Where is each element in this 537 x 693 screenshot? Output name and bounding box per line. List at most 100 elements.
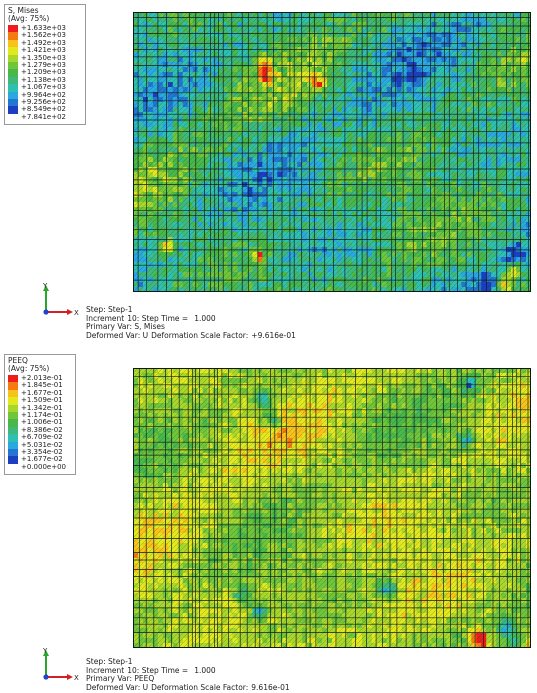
legend-swatch <box>8 98 18 107</box>
legend-level: +2.013e-01 <box>8 374 72 383</box>
legend-level: +9.256e+02 <box>8 97 82 107</box>
legend-title: PEEQ <box>8 356 28 365</box>
x-axis-label: X <box>74 674 79 682</box>
legend-level: +1.209e+03 <box>8 68 82 77</box>
legend-value: +1.067e+03 <box>21 83 66 92</box>
legend-swatch <box>8 61 18 70</box>
legend-level: +1.509e-01 <box>8 396 72 405</box>
step-line: Step: Step-1 <box>86 657 133 666</box>
legend-level: +1.342e-01 <box>8 403 72 412</box>
legend-averaging: (Avg: 75%) <box>8 364 50 373</box>
legend-level: +3.354e-02 <box>8 447 72 457</box>
deformed-var-line: Deformed Var: U Deformation Scale Factor:… <box>86 682 290 692</box>
legend-title: S, Mises <box>8 6 39 15</box>
legend-swatch <box>8 456 18 464</box>
primary-var-line: Primary Var: S, Mises <box>86 322 165 331</box>
legend-swatch <box>8 39 18 48</box>
legend-swatch <box>8 32 18 40</box>
peeq-contour-plot[interactable] <box>133 368 531 648</box>
legend-level: +9.964e+02 <box>8 90 82 99</box>
legend-swatch <box>8 448 18 457</box>
legend-level: +8.549e+02 <box>8 105 82 114</box>
legend-level: +1.174e-01 <box>8 410 72 420</box>
legend-swatch <box>8 464 18 471</box>
legend-swatch <box>8 47 18 55</box>
legend-level: +1.633e+03 <box>8 24 82 33</box>
legend-value: +6.709e-02 <box>21 433 63 442</box>
legend-levels: +2.013e-01 +1.845e-01 +1.677e-01 +1.509e-01… <box>8 374 72 471</box>
legend-level: +1.350e+03 <box>8 53 82 62</box>
legend-value: +1.138e+03 <box>21 75 66 84</box>
legend-swatch <box>8 54 18 62</box>
increment-line: Increment 10: Step Time = 1.000 <box>86 665 216 675</box>
legend-value: +1.677e-01 <box>21 388 63 397</box>
legend-level: +1.421e+03 <box>8 46 82 55</box>
legend-value: +1.492e+03 <box>21 38 66 47</box>
legend-value: +1.509e-01 <box>21 396 63 405</box>
legend-value: +8.386e-02 <box>21 425 63 434</box>
axis-triad: Y X <box>42 647 79 682</box>
legend-level: +1.677e-02 <box>8 455 72 464</box>
legend-swatch <box>8 411 18 420</box>
mises-contour-plot[interactable] <box>133 12 531 292</box>
z-axis-icon <box>43 309 49 315</box>
y-axis-label: Y <box>42 282 48 290</box>
z-axis-icon <box>43 674 49 680</box>
legend-level: +1.845e-01 <box>8 381 72 390</box>
legend-value: +7.841e+02 <box>21 112 66 121</box>
legend-value: +9.964e+02 <box>21 90 66 99</box>
legend-swatch <box>8 397 18 405</box>
legend-value: +0.000e+00 <box>21 462 66 471</box>
step-info: Step: Step-1 Increment 10: Step Time = 1.0… <box>86 305 296 340</box>
primary-var-line: Primary Var: PEEQ <box>86 674 155 683</box>
legend-level: +7.841e+02 <box>8 112 82 121</box>
legend-swatch <box>8 382 18 390</box>
deformed-var-line: Deformed Var: U Deformation Scale Factor:… <box>86 330 296 340</box>
legend-level: +0.000e+00 <box>8 462 72 471</box>
legend-swatch <box>8 419 18 427</box>
legend-level: +1.562e+03 <box>8 31 82 40</box>
legend-swatch <box>8 426 18 435</box>
legend-level: +1.677e-01 <box>8 388 72 398</box>
legend-level: +1.067e+03 <box>8 83 82 92</box>
legend-value: +1.845e-01 <box>21 381 63 390</box>
legend-swatch <box>8 114 18 121</box>
legend-swatch <box>8 76 18 85</box>
legend-value: +9.256e+02 <box>21 97 66 106</box>
legend-level: +1.006e-01 <box>8 418 72 427</box>
legend-averaging: (Avg: 75%) <box>8 14 50 23</box>
legend-swatch <box>8 375 18 383</box>
legend-level: +5.031e-02 <box>8 440 72 449</box>
legend-swatch <box>8 25 18 33</box>
y-axis-label: Y <box>42 647 48 655</box>
legend-value: +2.013e-01 <box>21 374 63 382</box>
legend-value: +1.350e+03 <box>21 53 66 62</box>
legend-swatch <box>8 84 18 92</box>
legend-level: +1.138e+03 <box>8 75 82 85</box>
mises-legend: S, Mises (Avg: 75%) +1.633e+03 +1.562e+03… <box>4 4 86 126</box>
legend-value: +1.677e-02 <box>21 455 63 464</box>
legend-value: +8.549e+02 <box>21 105 66 114</box>
legend-swatch <box>8 389 18 398</box>
legend-level: +1.279e+03 <box>8 60 82 70</box>
legend-value: +1.174e-01 <box>21 410 63 419</box>
legend-swatch <box>8 69 18 77</box>
x-axis-label: X <box>74 309 79 317</box>
legend-value: +1.633e+03 <box>21 24 66 32</box>
legend-value: +1.562e+03 <box>21 31 66 40</box>
step-line: Step: Step-1 <box>86 305 133 314</box>
legend-value: +1.279e+03 <box>21 60 66 69</box>
axis-triad: Y X <box>42 282 79 317</box>
legend-level: +1.492e+03 <box>8 38 82 48</box>
legend-swatch <box>8 106 18 114</box>
legend-value: +5.031e-02 <box>21 440 63 449</box>
peeq-viewport[interactable]: PEEQ (Avg: 75%) +2.013e-01 +1.845e-01 +1.6… <box>0 350 537 693</box>
legend-value: +1.209e+03 <box>21 68 66 77</box>
legend-levels: +1.633e+03 +1.562e+03 +1.492e+03 +1.421e+03… <box>8 24 82 121</box>
legend-swatch <box>8 441 18 449</box>
legend-value: +3.354e-02 <box>21 447 63 456</box>
mises-viewport[interactable]: S, Mises (Avg: 75%) +1.633e+03 +1.562e+03… <box>0 0 537 345</box>
legend-value: +1.342e-01 <box>21 403 63 412</box>
legend-value: +1.421e+03 <box>21 46 66 55</box>
peeq-legend: PEEQ (Avg: 75%) +2.013e-01 +1.845e-01 +1.6… <box>4 354 76 476</box>
